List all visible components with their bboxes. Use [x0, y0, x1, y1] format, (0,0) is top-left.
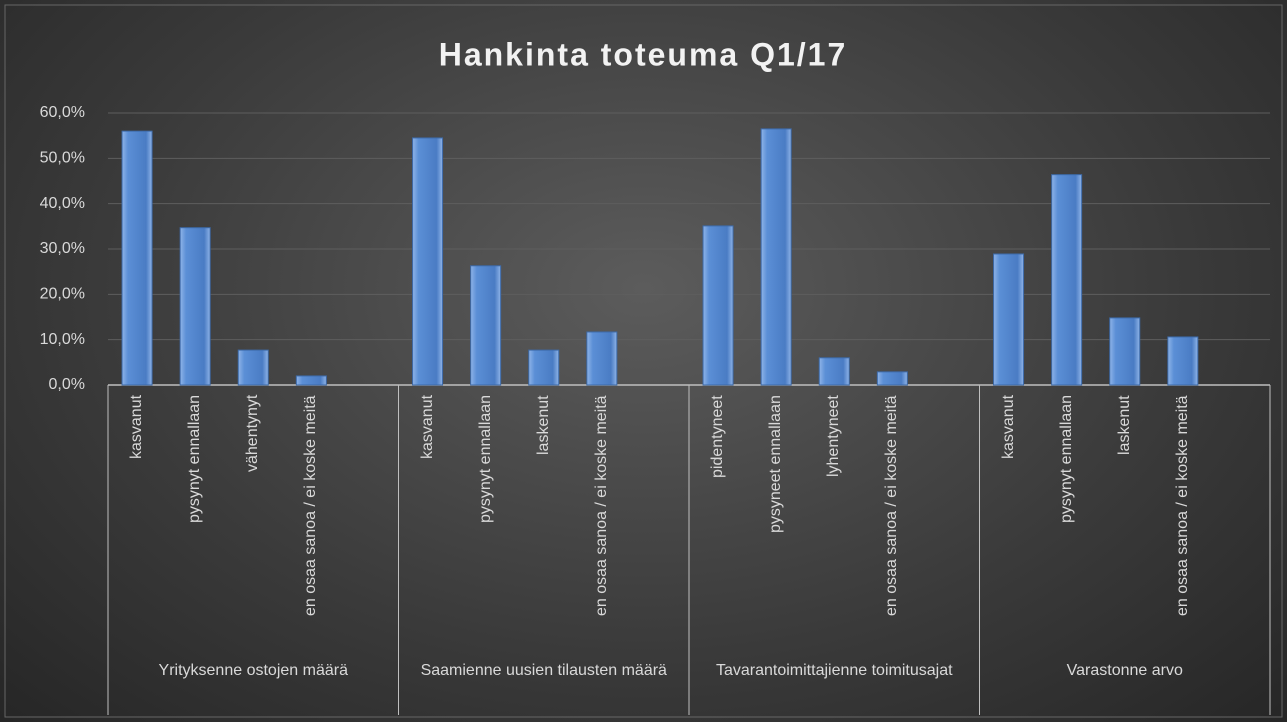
bar [1051, 174, 1083, 386]
x-tick-label: laskenut [1115, 395, 1133, 455]
bar [586, 331, 618, 386]
x-tick-label: pysynyt ennallaan [186, 395, 204, 524]
y-tick-label: 20,0% [40, 286, 85, 303]
bar [1167, 336, 1199, 386]
y-tick-label: 0,0% [49, 376, 85, 393]
y-tick-label: 40,0% [40, 195, 85, 212]
bar [876, 371, 908, 386]
y-tick-label: 10,0% [40, 331, 85, 348]
x-tick-label: en osaa sanoa / ei koske meitä [883, 395, 901, 616]
group-label: Yrityksenne ostojen määrä [158, 662, 348, 679]
x-tick-label: en osaa sanoa / ei koske meitä [302, 395, 320, 616]
bar [760, 128, 792, 386]
x-tick-label: pysynyt ennallaan [1057, 395, 1075, 524]
x-tick-label: pysynyt ennallaan [476, 395, 494, 524]
group-label: Saamienne uusien tilausten määrä [420, 662, 667, 679]
x-tick-label: laskenut [534, 395, 552, 455]
bar [295, 375, 327, 386]
x-tick-label: pidentyneet [709, 395, 727, 478]
x-tick-label: en osaa sanoa / ei koske meitä [592, 395, 610, 616]
bar [818, 357, 850, 386]
bar [1109, 317, 1141, 386]
y-tick-label: 30,0% [40, 240, 85, 257]
bar [179, 227, 211, 386]
group-label: Tavarantoimittajienne toimitusajat [715, 662, 953, 679]
bar [470, 265, 502, 386]
bar [412, 137, 444, 386]
x-tick-label: vähentynyt [244, 395, 262, 473]
y-tick-label: 50,0% [40, 150, 85, 167]
x-tick-label: en osaa sanoa / ei koske meitä [1173, 395, 1191, 616]
group-label: Varastonne arvo [1066, 662, 1183, 679]
x-tick-label: kasvanut [999, 395, 1017, 460]
y-tick-label: 60,0% [40, 104, 85, 121]
x-tick-label: pysyneet ennallaan [767, 395, 785, 533]
frame [4, 4, 1283, 718]
bar [121, 130, 153, 386]
x-tick-label: kasvanut [128, 395, 146, 460]
chart-title: Hankinta toteuma Q1/17 [439, 36, 848, 72]
bar [993, 253, 1025, 386]
x-tick-label: kasvanut [418, 395, 436, 460]
x-tick-label: lyhentyneet [825, 395, 843, 477]
bar [528, 349, 560, 386]
bar [702, 225, 734, 386]
bar [237, 349, 269, 386]
